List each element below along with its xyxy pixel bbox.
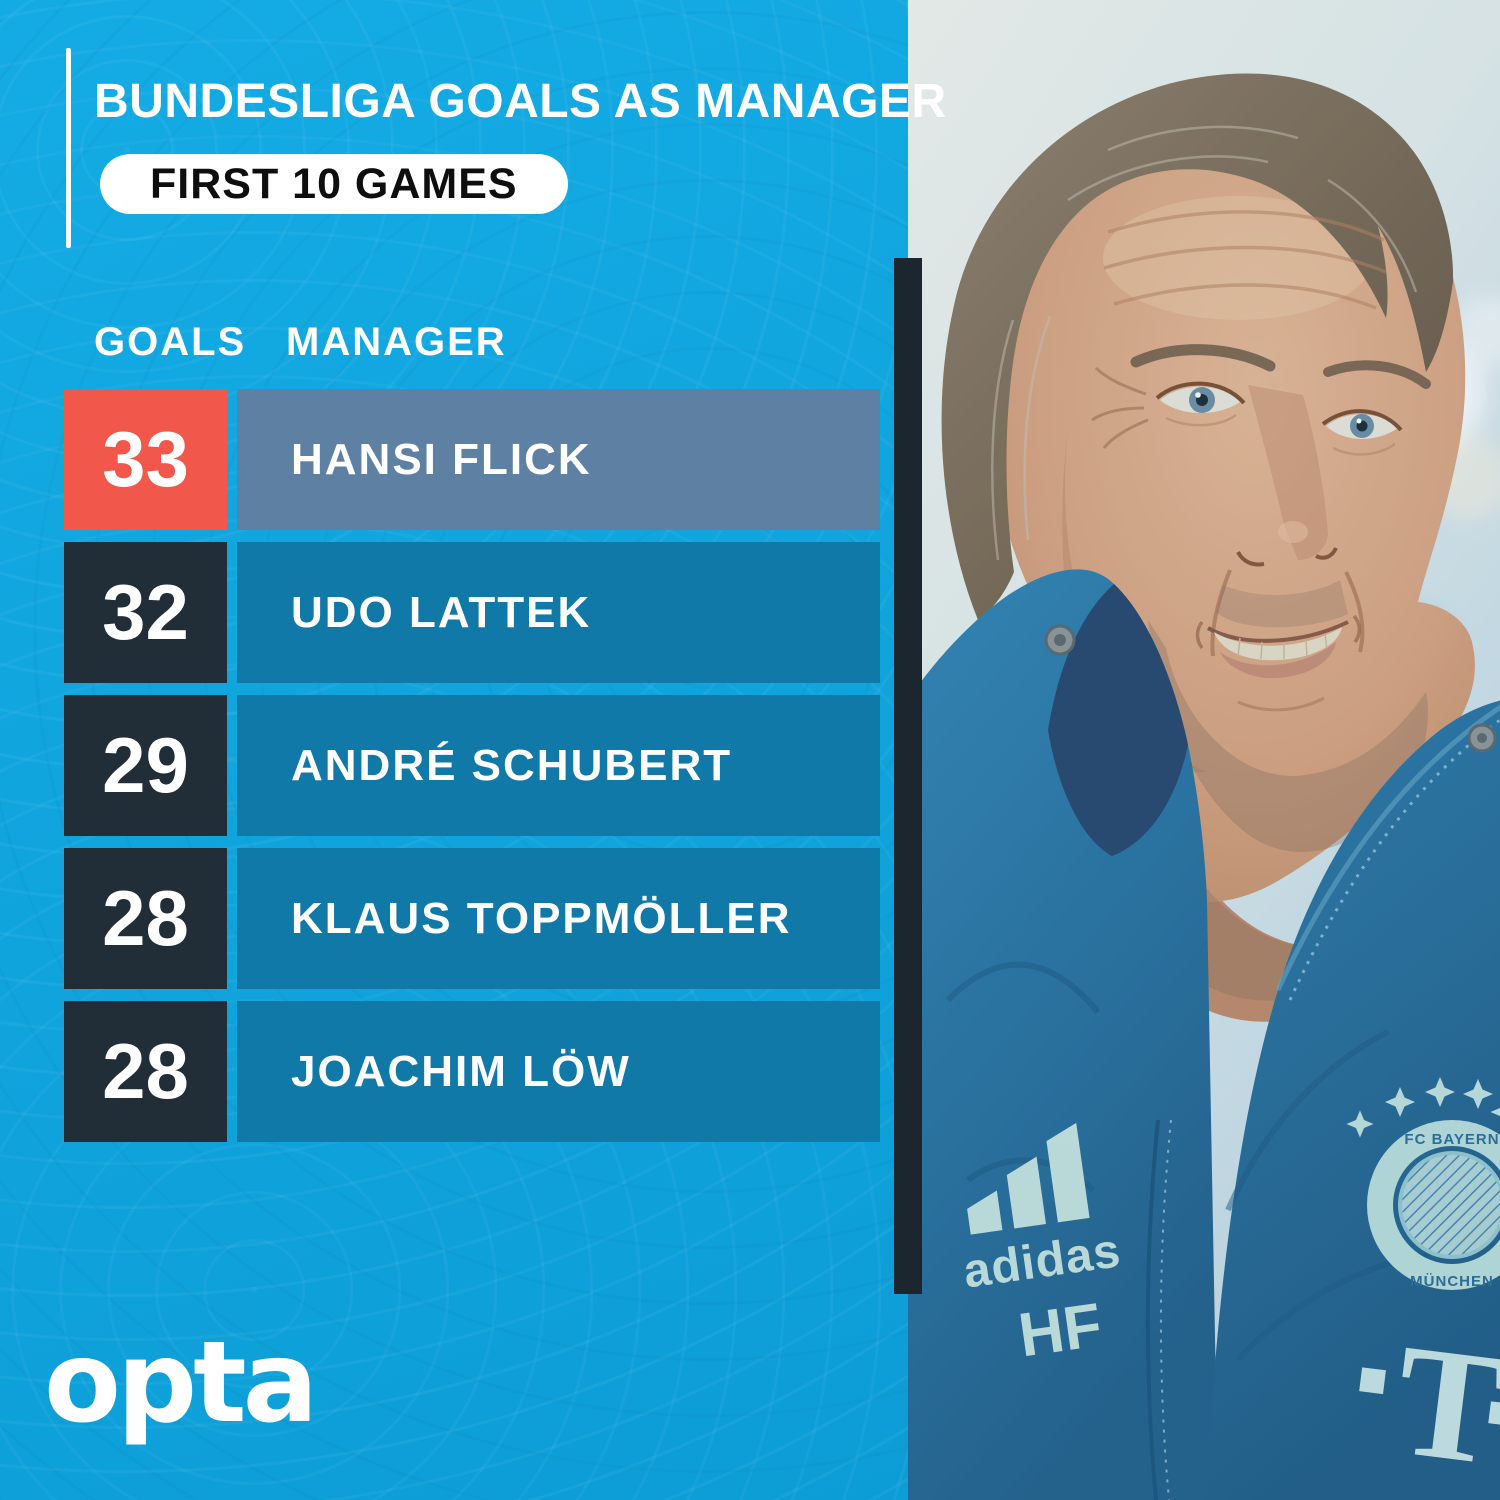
right-smile-crease bbox=[1344, 571, 1365, 653]
table-row: 32 UDO LATTEK bbox=[64, 542, 880, 683]
right-nostril bbox=[1315, 547, 1338, 560]
crest-text-bottom: MÜNCHEN bbox=[1410, 1273, 1494, 1290]
zipper-teeth bbox=[1288, 718, 1500, 1001]
jaw-stubble bbox=[1148, 620, 1428, 853]
manager-name: UDO LATTEK bbox=[291, 587, 592, 637]
subtitle-pill: FIRST 10 GAMES bbox=[100, 154, 568, 214]
telekom-t: T bbox=[1386, 1310, 1500, 1500]
telekom-dot-right bbox=[1488, 1401, 1500, 1426]
table-row: 33 HANSI FLICK bbox=[64, 389, 880, 530]
collar-inner-dark bbox=[1048, 584, 1188, 856]
goals-value: 33 bbox=[102, 415, 189, 503]
ranking-rows: 33 HANSI FLICK 32 UDO LATTEK 29 ANDRÉ SC… bbox=[64, 389, 880, 1154]
goals-column-header: GOALS bbox=[94, 320, 247, 364]
chin-crease bbox=[1237, 696, 1325, 712]
telekom-logo: T bbox=[1359, 1310, 1500, 1500]
adidas-stripe-2 bbox=[1006, 1156, 1047, 1229]
manager-bar: ANDRÉ SCHUBERT bbox=[237, 695, 880, 836]
adidas-stripe-1 bbox=[967, 1190, 1003, 1235]
nose-tip bbox=[1278, 521, 1308, 543]
goals-cell: 32 bbox=[64, 542, 227, 683]
telekom-dot-left bbox=[1359, 1367, 1386, 1395]
table-row: 28 KLAUS TOPPMÖLLER bbox=[64, 848, 880, 989]
stubble bbox=[1216, 580, 1348, 628]
goals-cell: 29 bbox=[64, 695, 227, 836]
table-row: 28 JOACHIM LÖW bbox=[64, 1001, 880, 1142]
hansi-flick-photo: adidas HF FC BAYERN MÜNCHEN bbox=[908, 0, 1500, 1500]
photo-tint bbox=[908, 0, 1500, 1500]
goals-value: 28 bbox=[102, 1027, 189, 1115]
page-title: BUNDESLIGA GOALS AS MANAGER bbox=[94, 75, 947, 128]
opta-logo: opta bbox=[44, 1318, 318, 1448]
left-eyebrow bbox=[1130, 344, 1276, 372]
column-headers: GOALS MANAGER bbox=[64, 320, 880, 370]
jacket-initials: HF bbox=[1015, 1291, 1106, 1371]
manager-bar: KLAUS TOPPMÖLLER bbox=[237, 848, 880, 989]
hair bbox=[941, 73, 1454, 620]
crows-feet-wrinkles bbox=[1091, 366, 1149, 449]
manager-name: KLAUS TOPPMÖLLER bbox=[291, 893, 792, 943]
placket-seam bbox=[1145, 1119, 1160, 1500]
adidas-logo: adidas HF bbox=[960, 1122, 1124, 1371]
nose-shadow bbox=[1248, 385, 1328, 560]
manager-bar: HANSI FLICK bbox=[237, 389, 880, 530]
title-accent-line bbox=[66, 48, 71, 248]
goals-cell: 28 bbox=[64, 848, 227, 989]
panel-edge-shadow bbox=[894, 258, 922, 1294]
right-eye bbox=[1321, 409, 1403, 456]
manager-name: HANSI FLICK bbox=[291, 434, 592, 484]
left-eye bbox=[1155, 381, 1246, 427]
stats-panel: BUNDESLIGA GOALS AS MANAGER FIRST 10 GAM… bbox=[0, 0, 946, 1500]
left-nostril bbox=[1236, 550, 1265, 567]
photo-illustration: adidas HF FC BAYERN MÜNCHEN bbox=[908, 0, 1500, 1500]
manager-name: ANDRÉ SCHUBERT bbox=[291, 740, 733, 790]
manager-bar: UDO LATTEK bbox=[237, 542, 880, 683]
jacket-right bbox=[1206, 700, 1500, 1500]
table-row: 29 ANDRÉ SCHUBERT bbox=[64, 695, 880, 836]
right-collar-edge bbox=[1275, 704, 1500, 992]
jacket: adidas HF FC BAYERN MÜNCHEN bbox=[908, 569, 1500, 1500]
goals-value: 32 bbox=[102, 568, 189, 656]
forehead-wrinkles bbox=[1103, 210, 1387, 310]
bayern-crest: FC BAYERN MÜNCHEN bbox=[1346, 1077, 1500, 1290]
left-smile-crease bbox=[1210, 569, 1232, 657]
manager-bar: JOACHIM LÖW bbox=[237, 1001, 880, 1142]
manager-column-header: MANAGER bbox=[286, 320, 507, 364]
mouth bbox=[1195, 614, 1362, 679]
right-eyebrow bbox=[1323, 360, 1431, 389]
hair-gray-strands bbox=[991, 125, 1418, 561]
goals-value: 29 bbox=[102, 721, 189, 809]
goals-cell: 33 bbox=[64, 389, 227, 530]
crest-text-top: FC BAYERN bbox=[1404, 1131, 1499, 1148]
goals-value: 28 bbox=[102, 874, 189, 962]
manager-name: JOACHIM LÖW bbox=[291, 1046, 631, 1096]
goals-cell: 28 bbox=[64, 1001, 227, 1142]
adidas-stripe-3 bbox=[1046, 1122, 1090, 1223]
